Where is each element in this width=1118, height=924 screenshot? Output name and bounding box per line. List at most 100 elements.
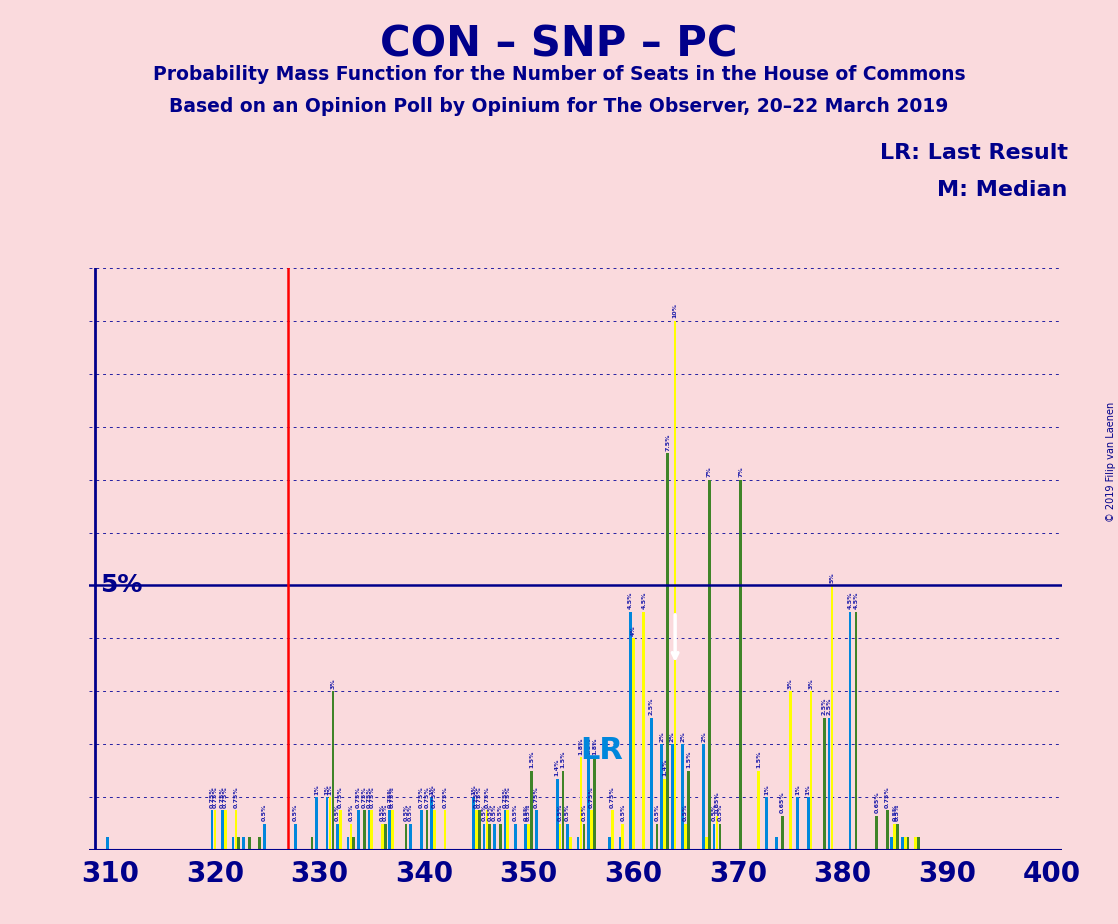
Bar	[875, 816, 878, 850]
Bar	[231, 837, 235, 850]
Bar	[368, 810, 370, 850]
Bar	[363, 810, 366, 850]
Text: 7%: 7%	[738, 467, 743, 477]
Bar	[210, 810, 214, 850]
Bar	[781, 816, 784, 850]
Bar	[569, 837, 572, 850]
Bar	[716, 816, 718, 850]
Bar	[758, 771, 760, 850]
Bar	[329, 797, 331, 850]
Text: 0.75%: 0.75%	[367, 786, 371, 808]
Bar	[489, 823, 491, 850]
Text: 0.5%: 0.5%	[492, 804, 496, 821]
Text: 10%: 10%	[673, 303, 678, 318]
Bar	[561, 771, 565, 850]
Bar	[350, 823, 352, 850]
Text: 2%: 2%	[701, 731, 707, 742]
Text: 2%: 2%	[680, 731, 685, 742]
Text: 0.5%: 0.5%	[482, 804, 486, 821]
Bar	[248, 837, 250, 850]
Text: 0.75%: 0.75%	[474, 786, 479, 808]
Bar	[666, 453, 669, 850]
Bar	[907, 837, 910, 850]
Bar	[221, 810, 224, 850]
Bar	[475, 810, 477, 850]
Text: 2.5%: 2.5%	[822, 698, 827, 715]
Text: 0.5%: 0.5%	[581, 804, 587, 821]
Bar	[506, 810, 509, 850]
Bar	[405, 823, 407, 850]
Bar	[807, 797, 809, 850]
Bar	[357, 810, 360, 850]
Text: 2.5%: 2.5%	[826, 698, 832, 715]
Text: 0.5%: 0.5%	[408, 804, 414, 821]
Text: 4.5%: 4.5%	[642, 591, 646, 609]
Text: 0.75%: 0.75%	[390, 786, 396, 808]
Text: 1%: 1%	[806, 784, 811, 795]
Bar	[622, 823, 624, 850]
Bar	[796, 797, 799, 850]
Text: 1.8%: 1.8%	[578, 737, 584, 755]
Text: 0.75%: 0.75%	[209, 786, 215, 808]
Text: 0.5%: 0.5%	[293, 804, 299, 821]
Text: LR: Last Result: LR: Last Result	[880, 143, 1068, 164]
Text: 1%: 1%	[314, 784, 319, 795]
Text: 0.75%: 0.75%	[220, 786, 225, 808]
Bar	[684, 823, 686, 850]
Text: 1%: 1%	[764, 784, 769, 795]
Bar	[765, 797, 768, 850]
Text: 1.4%: 1.4%	[662, 759, 667, 776]
Bar	[556, 779, 559, 850]
Bar	[897, 823, 899, 850]
Bar	[890, 837, 893, 850]
Bar	[528, 823, 530, 850]
Text: 0.75%: 0.75%	[362, 786, 367, 808]
Bar	[674, 321, 676, 850]
Bar	[381, 823, 383, 850]
Text: 1.5%: 1.5%	[529, 750, 534, 768]
Bar	[444, 810, 446, 850]
Text: 0.65%: 0.65%	[714, 791, 720, 813]
Bar	[332, 691, 334, 850]
Bar	[106, 837, 108, 850]
Bar	[325, 797, 329, 850]
Text: 0.5%: 0.5%	[558, 804, 562, 821]
Bar	[629, 612, 632, 850]
Bar	[823, 718, 826, 850]
Bar	[237, 837, 240, 850]
Text: 0.5%: 0.5%	[382, 804, 388, 821]
Bar	[524, 823, 527, 850]
Bar	[339, 810, 342, 850]
Text: 1%: 1%	[328, 784, 332, 795]
Text: 0.5%: 0.5%	[380, 804, 385, 821]
Text: 2%: 2%	[660, 731, 664, 742]
Text: 0.5%: 0.5%	[620, 804, 625, 821]
Bar	[688, 771, 690, 850]
Bar	[719, 823, 721, 850]
Bar	[656, 823, 659, 850]
Text: 5%: 5%	[830, 572, 834, 583]
Text: 1.4%: 1.4%	[555, 759, 560, 776]
Text: 0.65%: 0.65%	[780, 791, 785, 813]
Bar	[809, 691, 813, 850]
Bar	[587, 758, 590, 850]
Bar	[582, 823, 586, 850]
Bar	[618, 837, 622, 850]
Bar	[426, 810, 428, 850]
Text: 0.5%: 0.5%	[711, 804, 717, 821]
Bar	[235, 810, 237, 850]
Text: 1.8%: 1.8%	[586, 737, 591, 755]
Text: 0.75%: 0.75%	[222, 786, 228, 808]
Bar	[534, 810, 538, 850]
Bar	[650, 718, 653, 850]
Text: 0.5%: 0.5%	[892, 804, 898, 821]
Text: 0.75%: 0.75%	[338, 786, 343, 808]
Text: 0.5%: 0.5%	[523, 804, 529, 821]
Text: 0.75%: 0.75%	[387, 786, 392, 808]
Text: 1%: 1%	[471, 784, 476, 795]
Bar	[472, 797, 475, 850]
Bar	[702, 744, 705, 850]
Text: 3%: 3%	[331, 678, 335, 688]
Bar	[214, 810, 216, 850]
Text: 0.75%: 0.75%	[432, 786, 437, 808]
